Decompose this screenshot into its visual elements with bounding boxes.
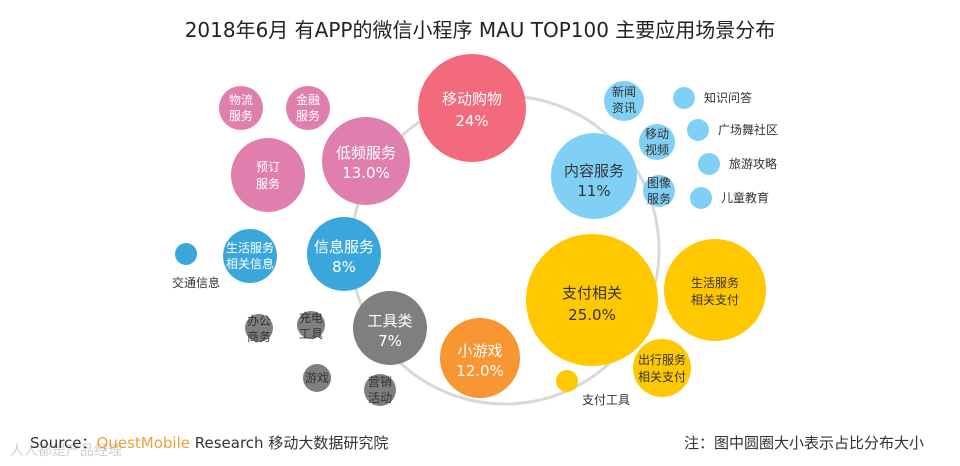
bubble-content-service: 内容服务 11% [551,133,637,219]
bubble-office: 办公 商务 [245,313,273,344]
svg-text:服务: 服务 [296,108,320,123]
svg-text:工具: 工具 [299,327,323,341]
svg-text:资讯: 资讯 [612,101,636,115]
bubble-knowledge-qa: 知识问答 [673,87,752,109]
footnote: 注：图中圆圈大小表示占比分布大小 [683,434,924,452]
bubble-charging: 充电 工具 [297,310,325,341]
svg-text:物流: 物流 [229,93,253,107]
svg-text:服务: 服务 [256,176,280,191]
svg-text:预订: 预订 [256,160,280,174]
svg-text:相关支付: 相关支付 [638,370,686,384]
bubble-info-service: 信息服务 8% [307,217,381,291]
bubble-low-frequency: 低频服务 13.0% [322,117,410,205]
bubble-booking: 预订 服务 [231,138,305,212]
bubble-mobile-shopping: 移动购物 24% [418,54,526,162]
svg-text:支付工具: 支付工具 [582,393,630,407]
source-suffix: Research 移动大数据研究院 [189,434,389,452]
bubble-image-service: 图像 服务 [643,175,675,207]
label-info-service: 信息服务 [314,238,374,256]
bubble-kids-education: 儿童教育 [690,187,769,209]
svg-text:商务: 商务 [247,329,271,344]
bubble-square-dance: 广场舞社区 [687,119,778,141]
svg-text:服务: 服务 [647,191,671,206]
bubble-travel-guide: 旅游攻略 [698,153,777,175]
label-mobile-shopping: 移动购物 [442,90,502,108]
svg-text:办公: 办公 [247,313,271,328]
svg-text:活动: 活动 [368,391,392,405]
bubble-game: 游戏 [303,364,331,392]
svg-text:儿童教育: 儿童教育 [721,190,769,205]
bubble-marketing: 营销 活动 [364,374,396,406]
value-mini-games: 12.0% [456,362,504,380]
source-line: Source：QuestMobile Research 移动大数据研究院 [30,432,388,453]
bubble-tools: 工具类 7% [353,291,427,365]
svg-text:生活服务: 生活服务 [226,240,274,255]
value-low-frequency: 13.0% [342,164,390,182]
bubble-payment: 支付相关 25.0% [526,234,658,366]
svg-text:生活服务: 生活服务 [691,275,739,290]
value-mobile-shopping: 24% [455,112,488,130]
svg-text:旅游攻略: 旅游攻略 [729,156,777,171]
label-low-frequency: 低频服务 [336,144,396,162]
bubble-mobile-video: 移动 视频 [639,124,675,160]
svg-text:出行服务: 出行服务 [638,352,686,367]
svg-text:相关信息: 相关信息 [226,256,274,271]
watermark: 人人都是产品经理 [10,443,122,459]
bubble-traffic-info: 交通信息 [172,243,220,290]
bubble-logistics: 物流 服务 [219,86,263,130]
svg-text:相关支付: 相关支付 [691,293,739,307]
svg-text:移动: 移动 [645,127,669,141]
bubble-mini-games: 小游戏 12.0% [440,318,520,398]
value-tools: 7% [378,332,402,350]
svg-text:金融: 金融 [296,92,320,107]
svg-text:充电: 充电 [299,310,323,325]
label-tools: 工具类 [367,312,412,330]
bubble-life-pay: 生活服务 相关支付 [664,239,766,341]
svg-text:游戏: 游戏 [305,371,329,385]
label-content-service: 内容服务 [564,162,624,180]
source-prefix: Source： [30,434,97,452]
bubble-finance: 金融 服务 [286,86,330,130]
svg-text:视频: 视频 [645,142,669,157]
bubble-life-info: 生活服务 相关信息 [223,229,277,283]
svg-text:营销: 营销 [368,375,392,389]
bubble-news: 新闻 资讯 [604,81,644,121]
svg-text:交通信息: 交通信息 [172,275,220,290]
value-payment: 25.0% [568,306,616,324]
bubble-travel-pay: 出行服务 相关支付 [633,339,691,397]
source-brand: QuestMobile [96,434,190,452]
svg-text:服务: 服务 [229,108,253,123]
label-payment: 支付相关 [562,284,622,302]
value-info-service: 8% [332,258,356,276]
bubble-pay-tools: 支付工具 [556,370,630,407]
svg-text:新闻: 新闻 [612,84,636,99]
label-mini-games: 小游戏 [457,342,502,360]
chart-title: 2018年6月 有APP的微信小程序 MAU TOP100 主要应用场景分布 [184,18,776,42]
svg-text:知识问答: 知识问答 [704,90,752,105]
svg-text:广场舞社区: 广场舞社区 [718,122,778,137]
value-content-service: 11% [577,182,610,200]
svg-text:图像: 图像 [647,176,671,190]
